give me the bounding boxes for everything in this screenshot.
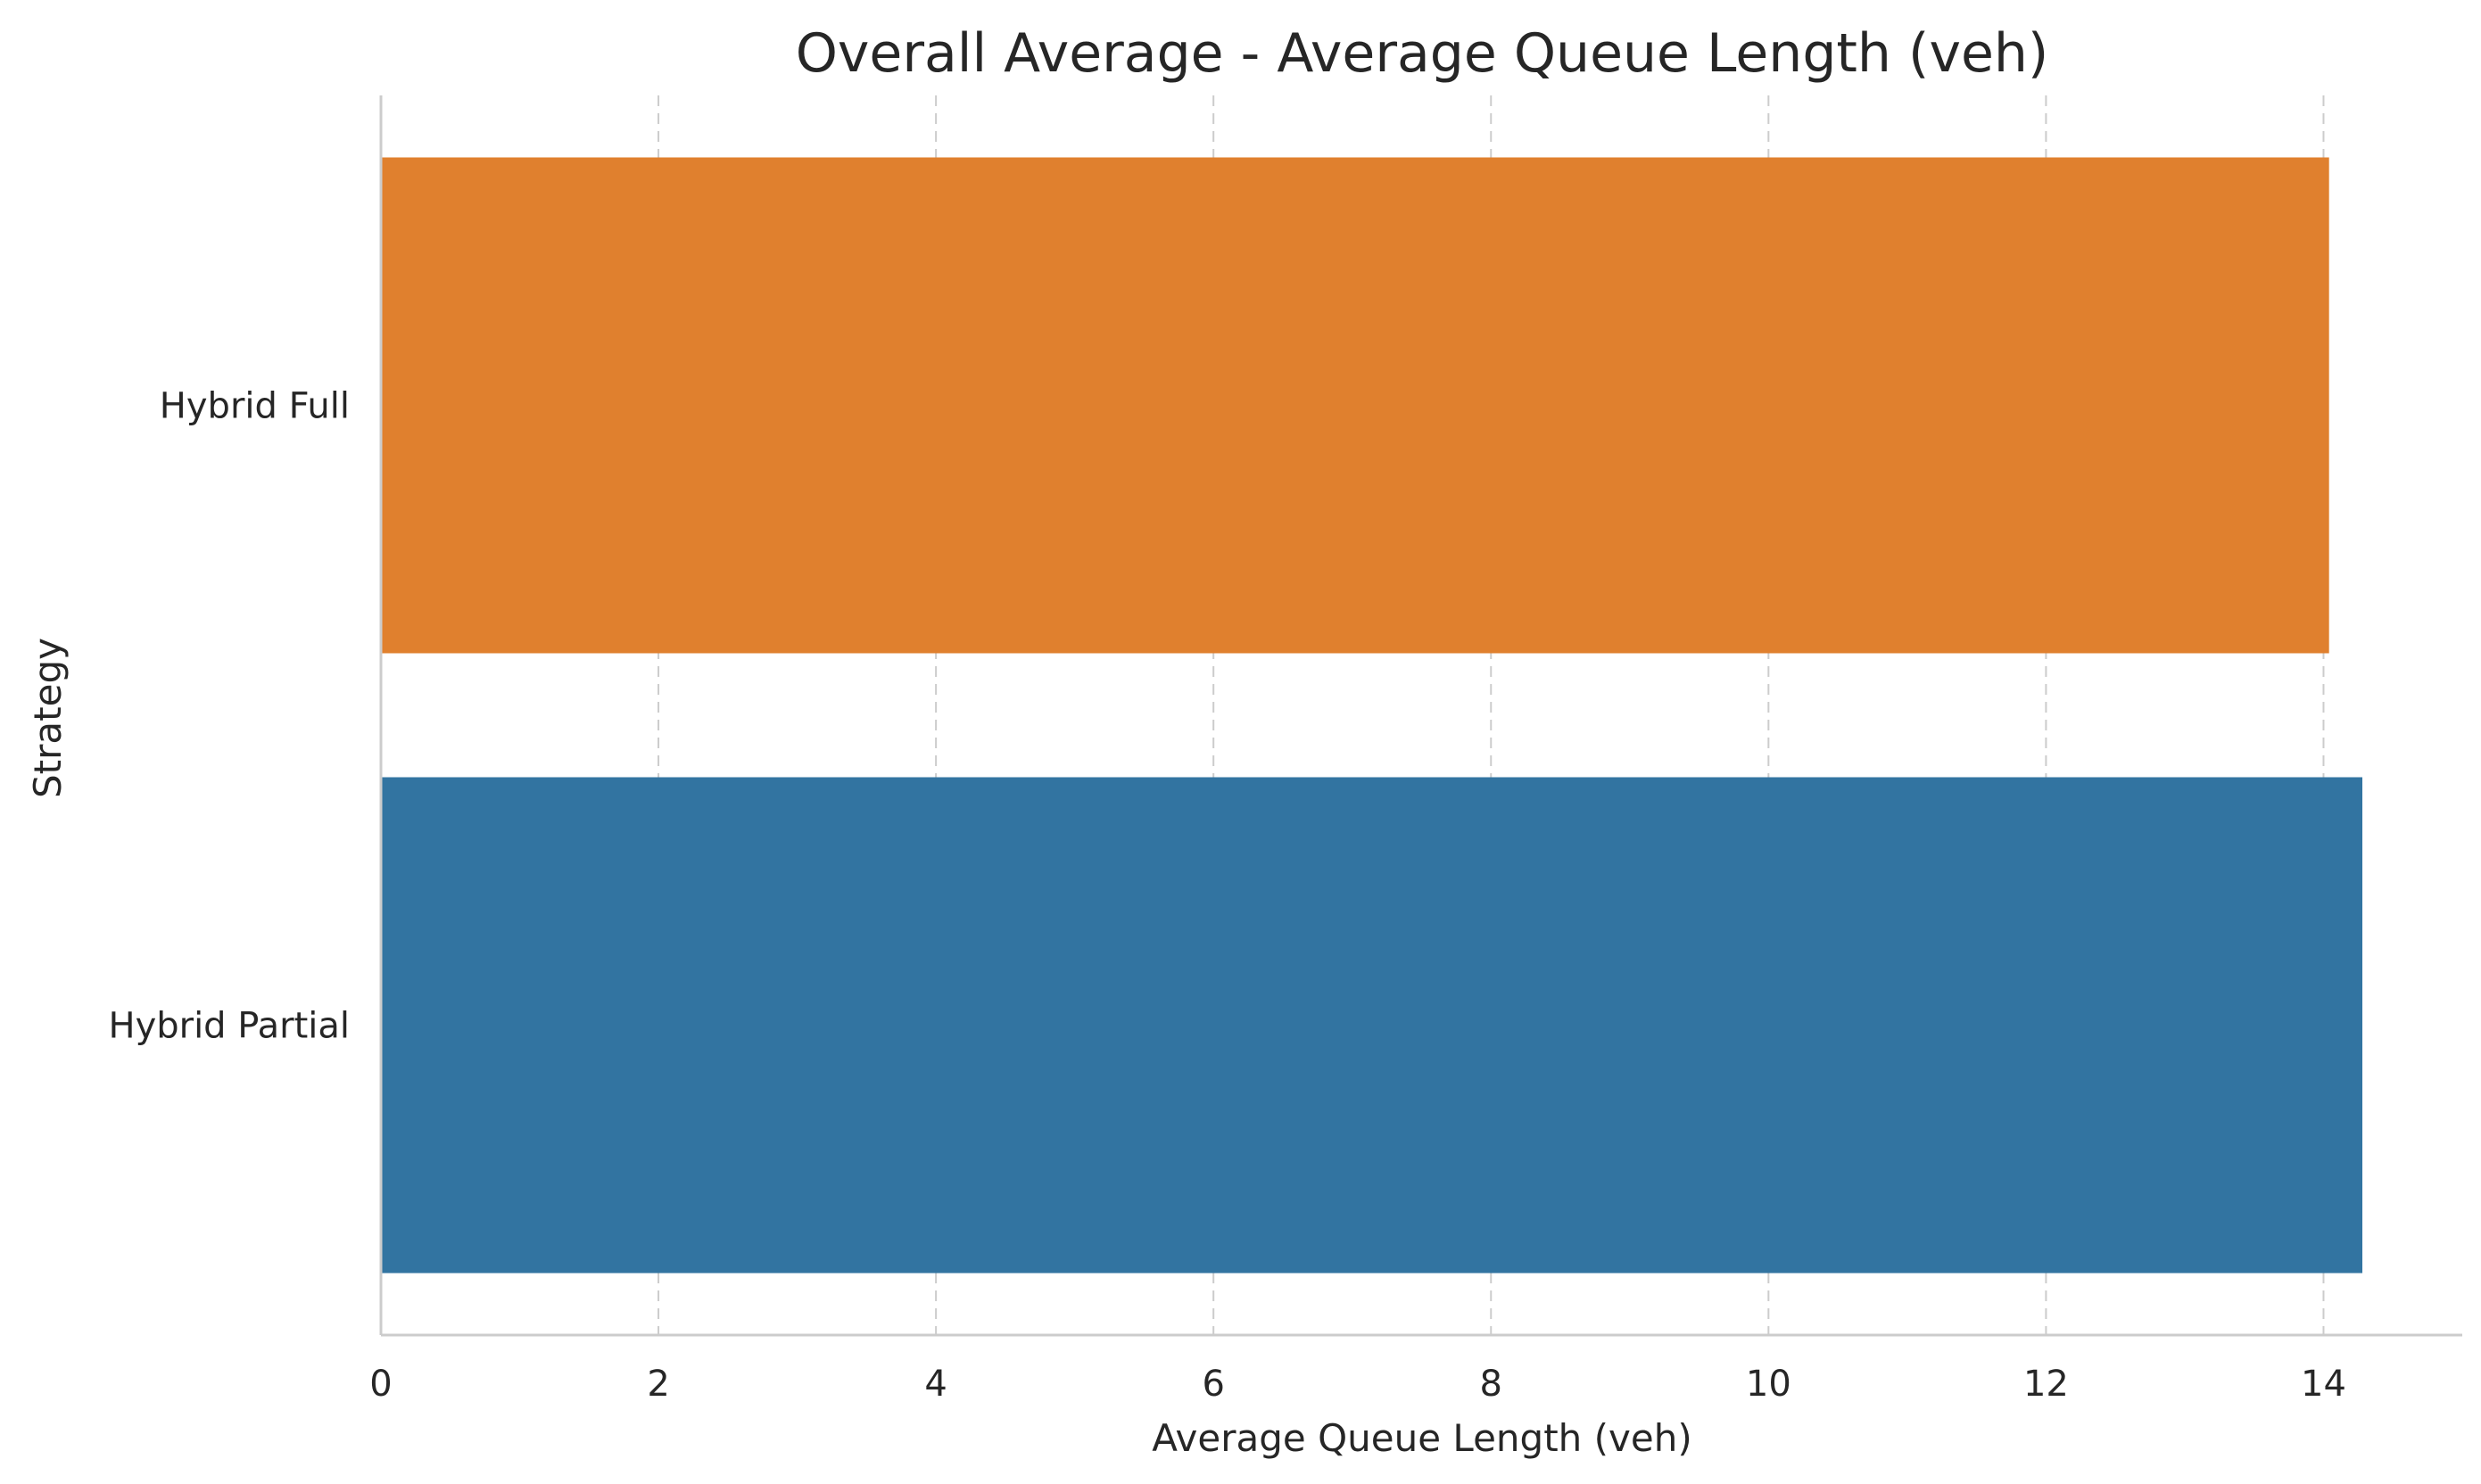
x-tick-label: 14	[2301, 1364, 2346, 1405]
bar-hybrid-full	[381, 157, 2329, 654]
x-tick-label: 2	[647, 1364, 669, 1405]
x-tick-label: 0	[369, 1364, 392, 1405]
x-axis-label: Average Queue Length (veh)	[1152, 1416, 1691, 1460]
y-axis-label: Strategy	[26, 638, 70, 798]
chart-title: Overall Average - Average Queue Length (…	[796, 22, 2049, 85]
x-tick-label: 4	[924, 1364, 947, 1405]
axes	[379, 95, 2462, 1337]
bars	[381, 157, 2363, 1274]
y-tick-label: Hybrid Full	[160, 386, 350, 427]
bar-hybrid-partial	[381, 777, 2363, 1274]
y-tick-label: Hybrid Partial	[108, 1006, 350, 1047]
x-tick-labels: 0 2 4 6 8 10 12 14	[369, 1364, 2346, 1405]
x-tick-label: 12	[2023, 1364, 2069, 1405]
x-tick-label: 8	[1480, 1364, 1502, 1405]
x-tick-label: 10	[1746, 1364, 1791, 1405]
y-tick-labels: Hybrid Full Hybrid Partial	[108, 386, 350, 1047]
x-tick-label: 6	[1202, 1364, 1224, 1405]
